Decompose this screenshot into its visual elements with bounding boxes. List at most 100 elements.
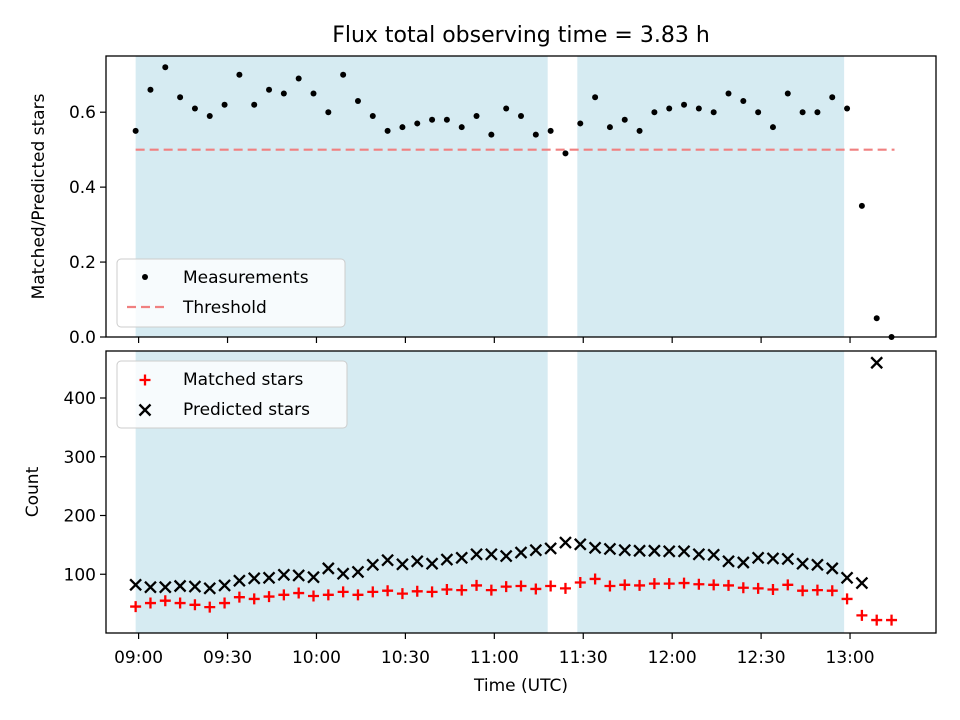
- matched-star-point: [826, 585, 838, 597]
- predicted-star-point: [677, 545, 691, 558]
- predicted-star-point: [351, 565, 365, 579]
- legend-matched-label: Matched stars: [183, 370, 303, 390]
- matched-star-point: [204, 601, 216, 613]
- measurement-point: [310, 90, 317, 97]
- matched-star-point: [337, 586, 349, 598]
- matched-star-point: [144, 597, 156, 609]
- matched-star-point: [604, 580, 616, 592]
- matched-star-point: [663, 578, 675, 590]
- matched-star-point: [485, 584, 497, 596]
- ratio-plot-frame: [105, 55, 937, 338]
- count-panel: 100 200 300 400 09:00 09:30 10:00 10:30 11:00 11…: [23, 350, 937, 696]
- predicted-star-point: [410, 555, 424, 568]
- count-y-axis-label: Count: [23, 466, 43, 517]
- x-tick-label: 12:30: [737, 648, 786, 668]
- predicted-star-point: [603, 542, 617, 556]
- measurement-point: [503, 105, 510, 112]
- legend-cross-glyph: [138, 403, 152, 417]
- measurement-point: [562, 150, 569, 157]
- matched-star-point: [723, 579, 734, 591]
- predicted-star-point: [470, 547, 483, 561]
- matched-star-point: [752, 582, 764, 594]
- matched-star-point: [308, 590, 319, 602]
- matched-star-point: [248, 593, 260, 605]
- predicted-star-point: [396, 557, 409, 571]
- predicted-star-point: [825, 562, 839, 575]
- matched-star-point: [456, 584, 468, 596]
- y-tick-label: 0.0: [69, 328, 96, 348]
- measurement-point: [340, 71, 347, 78]
- legend-measurements-label: Measurements: [183, 268, 309, 288]
- matched-star-point: [708, 579, 720, 591]
- legend-predicted-marker: [138, 403, 152, 417]
- matched-star-point: [811, 584, 823, 596]
- measurement-point: [799, 109, 806, 116]
- matched-star-point: [293, 587, 305, 599]
- y-tick-label: 200: [64, 507, 96, 527]
- matched-star-point: [278, 589, 290, 601]
- x-tick-label: 09:00: [114, 648, 163, 668]
- predicted-star-point: [692, 547, 706, 561]
- predicted-star-point: [588, 541, 602, 555]
- y-tick-label: 400: [64, 389, 96, 409]
- measurement-point: [844, 105, 851, 112]
- ratio-y-axis-label: Matched/Predicted stars: [29, 93, 49, 299]
- measurement-point: [266, 86, 273, 93]
- ratio-legend-box: [116, 258, 346, 328]
- predicted-star-point: [173, 579, 187, 593]
- predicted-star-point: [144, 580, 157, 594]
- measurement-point: [606, 124, 613, 131]
- matched-star-point: [382, 585, 394, 597]
- predicted-star-point: [203, 582, 217, 595]
- predicted-star-point: [648, 544, 661, 558]
- predicted-star-point: [870, 356, 884, 370]
- measurement-point: [399, 124, 406, 131]
- legend-predicted-label: Predicted stars: [183, 400, 310, 420]
- time-x-axis-label: Time (UTC): [473, 676, 568, 696]
- measurement-points: [132, 64, 895, 340]
- predicted-star-point: [233, 574, 246, 588]
- predicted-star-point: [336, 567, 350, 580]
- matched-star-point: [500, 581, 512, 593]
- measurement-point: [147, 86, 154, 93]
- matched-star-point: [693, 578, 705, 590]
- x-tick-label: 09:30: [203, 648, 252, 668]
- y-tick-label: 0.4: [69, 178, 96, 198]
- ratio-legend: Measurements Threshold: [116, 258, 346, 328]
- predicted-star-point: [322, 562, 335, 575]
- matched-star-point: [782, 579, 794, 591]
- ratio-y-ticks: 0.0 0.2 0.4 0.6: [69, 103, 106, 348]
- measurement-point: [577, 120, 584, 127]
- measurement-point: [592, 94, 599, 101]
- matched-star-point: [619, 579, 631, 591]
- measurement-point: [695, 105, 702, 112]
- measurement-point: [191, 105, 198, 112]
- matched-star-point: [367, 586, 379, 598]
- matched-star-point: [174, 597, 186, 609]
- predicted-star-point: [529, 543, 543, 557]
- x-tick-label: 10:30: [381, 648, 430, 668]
- matched-star-point: [219, 597, 231, 609]
- measurement-point: [532, 131, 539, 138]
- predicted-star-point: [129, 578, 142, 592]
- predicted-star-point: [559, 536, 572, 549]
- measurement-point: [458, 124, 465, 131]
- matched-star-point: [530, 583, 542, 595]
- count-plot-frame: [105, 350, 937, 634]
- legend-measurements-marker: [142, 274, 148, 280]
- measurement-point: [236, 71, 243, 78]
- matched-star-point: [396, 588, 408, 600]
- x-tick-label: 12:00: [648, 648, 697, 668]
- measurement-point: [769, 124, 776, 131]
- matched-star-point: [411, 585, 423, 597]
- predicted-star-point: [781, 552, 795, 566]
- measurement-point: [755, 109, 762, 116]
- matched-star-point: [352, 589, 364, 601]
- matched-star-point: [471, 579, 483, 591]
- x-tick-label: 11:00: [470, 648, 519, 668]
- matched-star-point: [737, 582, 749, 594]
- ratio-x-ticks: [138, 337, 851, 343]
- measurement-point: [636, 127, 643, 134]
- figure-title: Flux total observing time = 3.83 h: [332, 23, 710, 48]
